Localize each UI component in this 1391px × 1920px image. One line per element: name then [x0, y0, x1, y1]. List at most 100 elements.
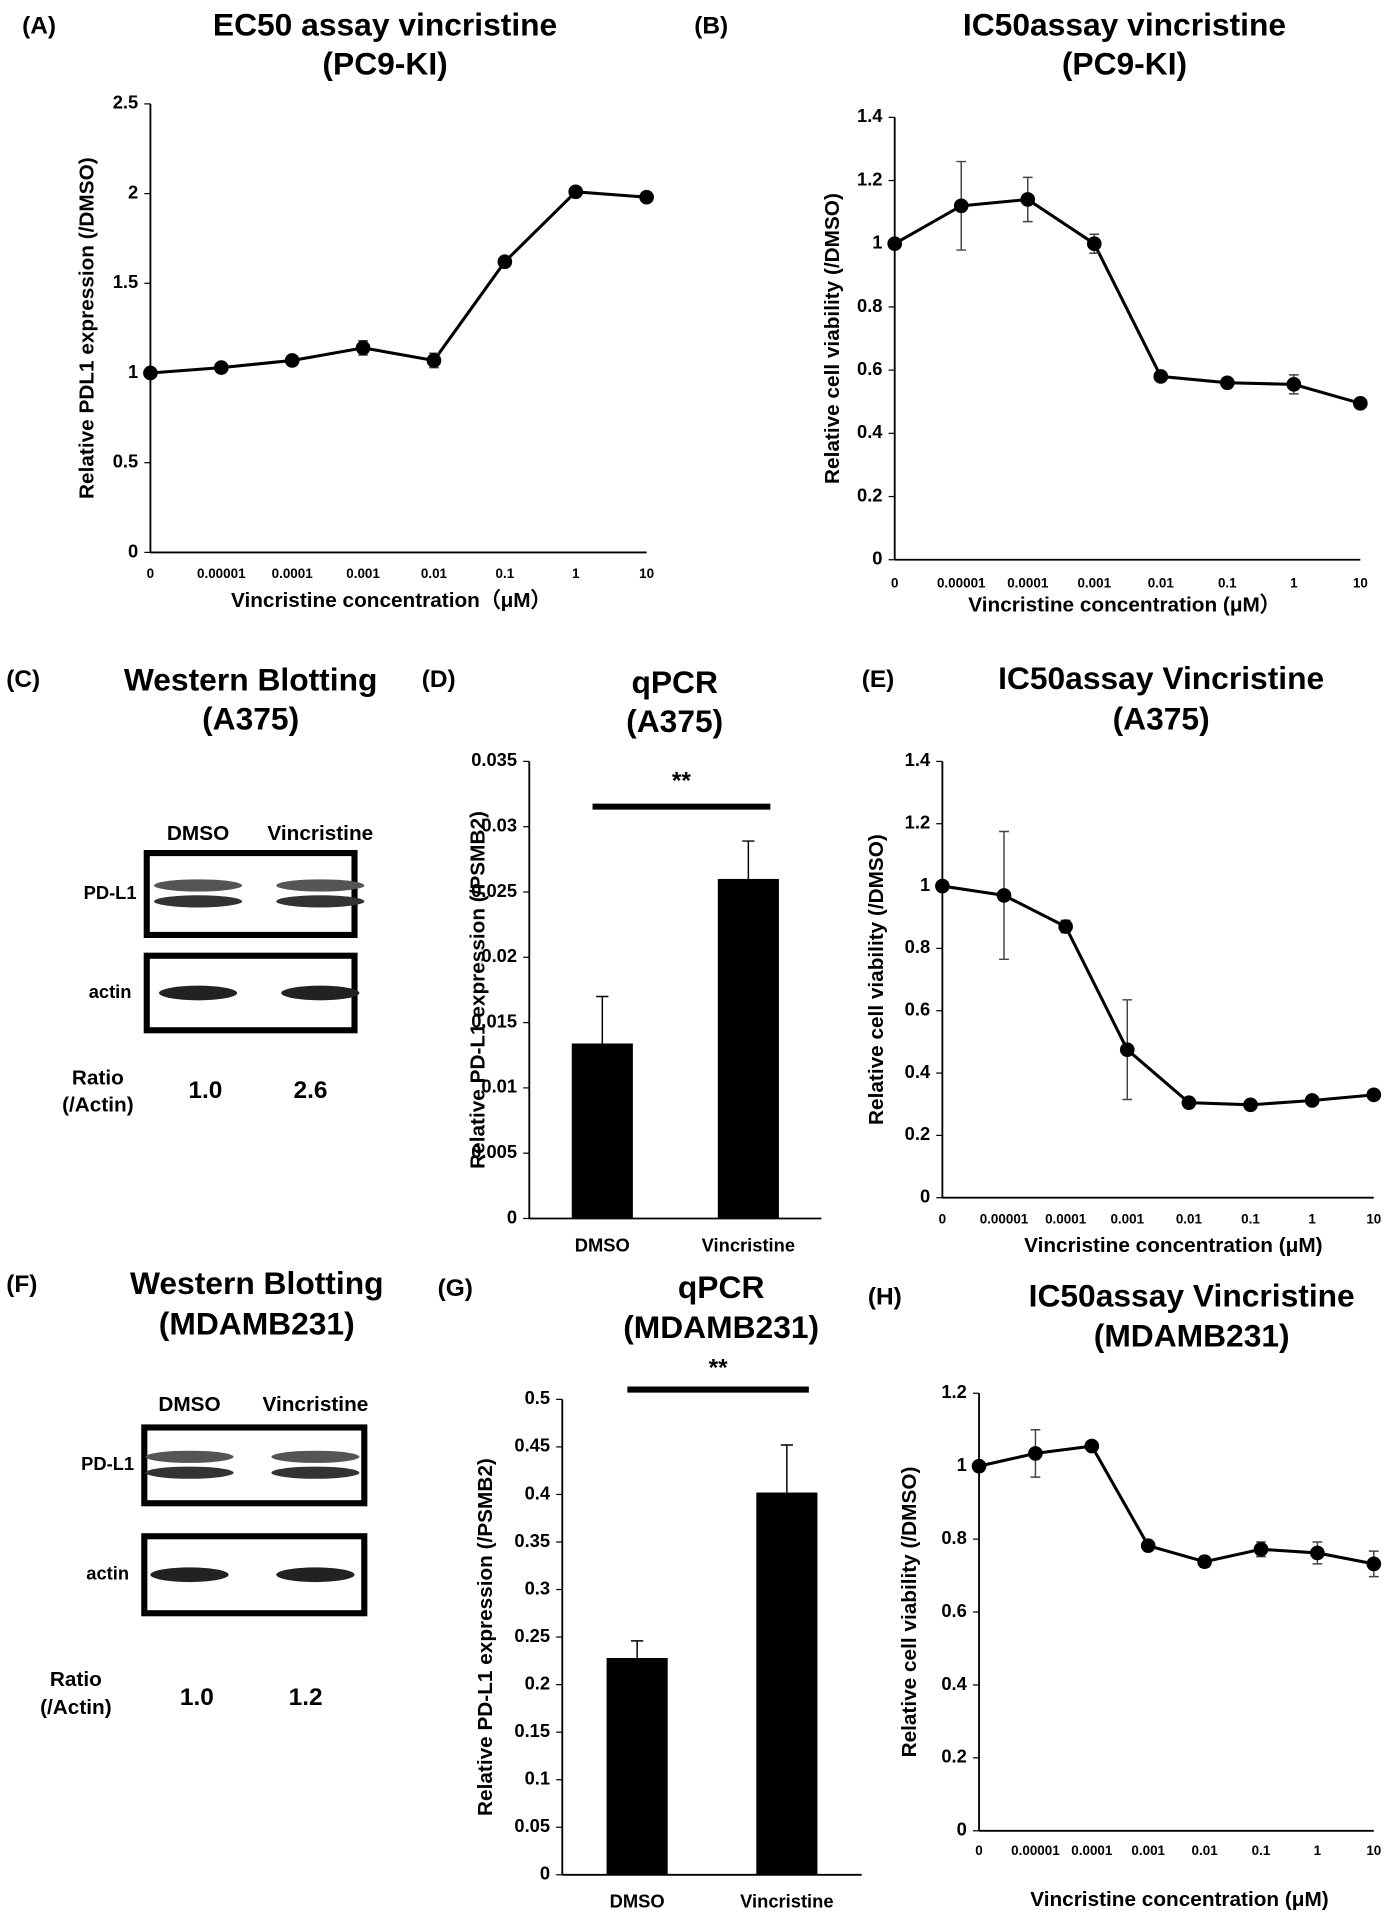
x-tick-label: 0.001: [1131, 1843, 1165, 1858]
marker: [1366, 1556, 1382, 1572]
y-tick-label: 0.025: [471, 880, 517, 901]
significance-label: **: [709, 1354, 729, 1381]
band: [145, 1450, 234, 1463]
marker: [1153, 369, 1169, 384]
chart-title: EC50 assay vincristine: [213, 6, 557, 42]
marker: [1304, 1093, 1320, 1108]
chart-title: (MDAMB231): [623, 1309, 819, 1345]
y-tick-label: 1: [872, 232, 882, 253]
chart-title: qPCR: [678, 1269, 765, 1305]
x-tick-label: 0.00001: [197, 566, 246, 581]
lane-label: DMSO: [158, 1393, 220, 1416]
y-tick-label: 0.4: [941, 1673, 967, 1694]
marker: [887, 236, 903, 252]
x-tick-label: 0: [147, 566, 154, 581]
x-tick-label: 10: [1353, 576, 1368, 591]
marker: [1310, 1545, 1325, 1561]
band: [276, 895, 365, 908]
x-tick-label: 0.1: [1241, 1211, 1260, 1226]
y-tick-label: 0.4: [525, 1482, 551, 1503]
marker: [639, 189, 654, 205]
line: [893, 197, 1361, 405]
x-tick-label: DMSO: [610, 1891, 665, 1912]
y-tick-label: 0.6: [857, 358, 882, 379]
chart-title: Western Blotting: [130, 1265, 384, 1301]
y-axis-label: Relative cell viability (/DMSO): [865, 834, 888, 1125]
chart-title: (A375): [1113, 700, 1210, 736]
y-tick-label: 0.05: [514, 1815, 550, 1836]
y-tick-label: 0.2: [857, 484, 882, 505]
marker: [1140, 1538, 1156, 1553]
x-tick-label: 0.00001: [980, 1211, 1029, 1226]
band: [154, 879, 243, 892]
error-bar: [742, 840, 755, 879]
y-axis-label: Relative cell viability (/DMSO): [821, 193, 844, 484]
x-tick-label: 0.1: [496, 566, 515, 581]
marker: [1197, 1554, 1212, 1570]
error-bar: [596, 995, 609, 1044]
line: [942, 884, 1374, 1107]
ratio-label: Ratio: [50, 1668, 102, 1691]
y-tick-label: 0.15: [514, 1720, 550, 1741]
x-tick-label: 10: [1366, 1211, 1381, 1226]
marker: [1086, 236, 1102, 252]
marker: [213, 360, 229, 375]
marker: [1253, 1541, 1269, 1557]
marker: [1353, 395, 1368, 411]
row-label: actin: [89, 981, 132, 1002]
x-tick-label: 1: [1290, 576, 1298, 591]
chart-title: (MDAMB231): [1094, 1318, 1290, 1354]
y-tick-label: 1: [128, 361, 138, 382]
y-tick-label: 0.5: [113, 451, 138, 472]
marker: [971, 1458, 987, 1474]
y-tick-label: 0.015: [471, 1010, 517, 1031]
y-tick-label: 2: [128, 181, 138, 202]
y-tick-label: 0.3: [525, 1577, 550, 1598]
y-tick-label: 0.2: [525, 1672, 550, 1693]
marker: [1058, 919, 1073, 934]
x-tick-label: 10: [1366, 1843, 1381, 1858]
marker: [1243, 1097, 1258, 1113]
x-tick-label: DMSO: [575, 1234, 630, 1255]
x-tick-label: 1: [1308, 1211, 1316, 1226]
x-tick-label: 10: [639, 566, 654, 581]
panel-label: (C): [6, 666, 40, 693]
ratio-value: 1.0: [180, 1684, 214, 1711]
x-axis-label: Vincristine concentration (μM）: [968, 593, 1280, 617]
band: [276, 879, 365, 892]
marker: [355, 340, 371, 356]
x-axis-label: Vincristine concentration (μM): [1030, 1888, 1328, 1911]
marker: [996, 888, 1012, 903]
y-axis-label: Relative PD-L1 expression (/PSMB2): [467, 811, 490, 1169]
band: [150, 1567, 229, 1583]
y-tick-label: 0.035: [471, 749, 517, 770]
x-axis-label: Vincristine concentration (μM): [1024, 1234, 1322, 1257]
y-axis-label: Relative cell viability (/DMSO): [898, 1467, 921, 1758]
panel-label: (F): [6, 1271, 37, 1298]
y-tick-label: 0: [128, 540, 138, 561]
marker: [497, 254, 513, 270]
y-tick-label: 0.4: [857, 421, 883, 442]
blot-box: [143, 850, 358, 939]
y-tick-label: 0.03: [481, 815, 517, 836]
chart-title: (PC9-KI): [1062, 45, 1187, 81]
marker: [284, 353, 300, 368]
chart-title: (PC9-KI): [322, 45, 447, 81]
y-tick-label: 0.35: [514, 1530, 550, 1551]
y-tick-label: 0.005: [471, 1141, 517, 1162]
x-tick-label: 0.01: [1192, 1843, 1219, 1858]
marker: [143, 365, 158, 381]
marker: [426, 353, 442, 368]
x-tick-label: 0: [891, 576, 898, 591]
band: [158, 985, 238, 1001]
y-tick-label: 0: [507, 1206, 517, 1227]
band: [145, 1466, 234, 1479]
chart-title: (MDAMB231): [159, 1305, 355, 1341]
panel-label: (H): [868, 1283, 902, 1310]
x-tick-label: 0.1: [1252, 1843, 1271, 1858]
y-tick-label: 0.25: [514, 1625, 550, 1646]
y-tick-label: 1: [957, 1454, 967, 1475]
y-tick-label: 0.5: [525, 1387, 550, 1408]
error-bar: [780, 1444, 793, 1493]
x-tick-label: Vincristine: [702, 1234, 795, 1255]
